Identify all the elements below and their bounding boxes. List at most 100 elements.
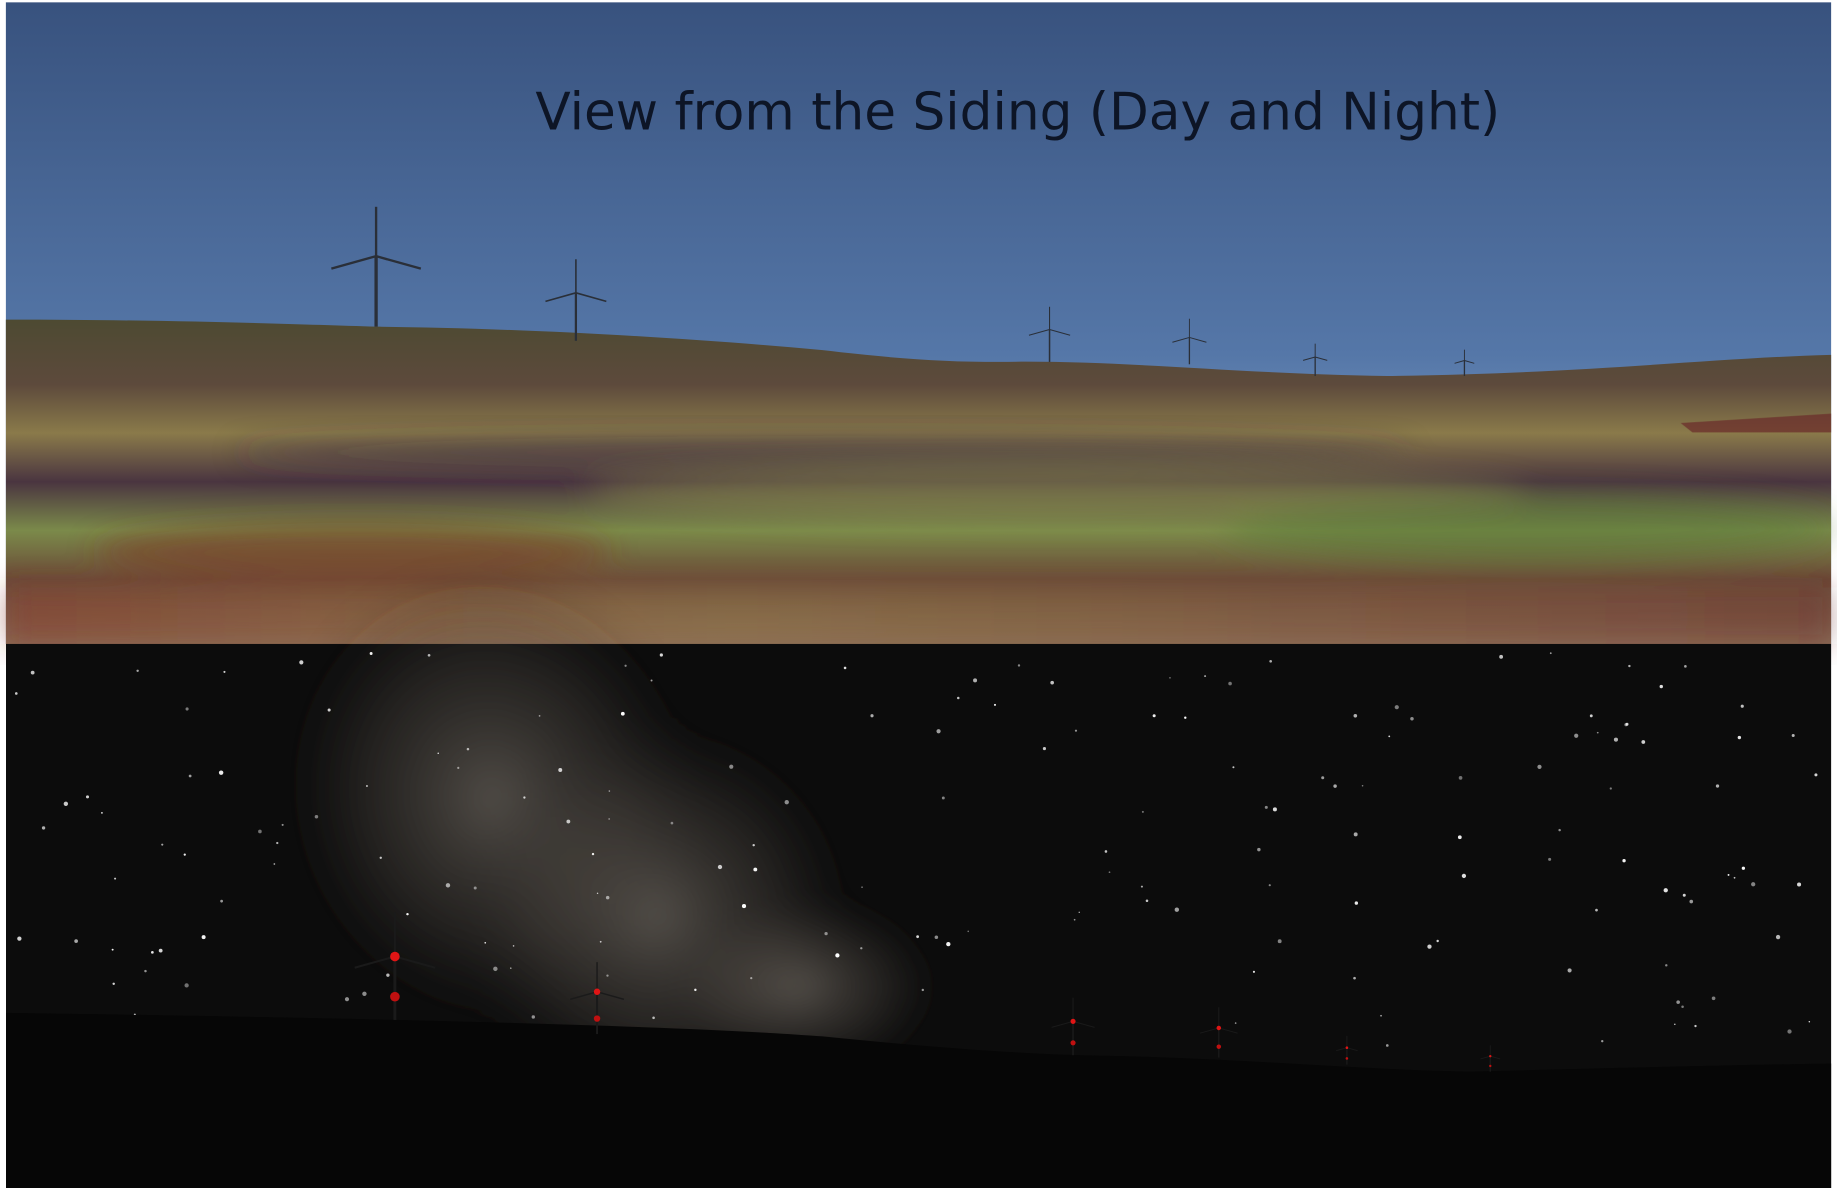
turbine: [1172, 318, 1207, 365]
blade: [1346, 1047, 1358, 1052]
star: [606, 974, 609, 977]
turbine: [354, 912, 436, 1020]
star: [1427, 944, 1432, 949]
blade: [1199, 1027, 1219, 1034]
turbine: [570, 962, 625, 1035]
star: [1775, 934, 1781, 940]
star: [379, 856, 382, 859]
star: [1436, 939, 1439, 943]
red-light: [390, 991, 400, 1002]
star: [1388, 735, 1391, 738]
star: [362, 991, 367, 996]
star: [566, 819, 571, 824]
star: [717, 864, 723, 870]
blade: [570, 991, 598, 1000]
star: [101, 812, 103, 814]
star: [258, 829, 262, 834]
red-light: [1070, 1040, 1076, 1046]
star: [1567, 968, 1572, 973]
blade: [354, 955, 396, 969]
star: [473, 886, 477, 890]
star: [1641, 740, 1646, 744]
star: [1787, 1029, 1792, 1034]
star: [1228, 681, 1232, 686]
blade: [575, 292, 607, 303]
star: [608, 790, 611, 792]
star: [650, 679, 653, 682]
star: [967, 930, 970, 933]
star: [1681, 1005, 1684, 1008]
star: [1353, 976, 1356, 980]
turbines: [331, 206, 1501, 1072]
star: [158, 948, 163, 953]
blade: [1028, 328, 1050, 336]
star: [824, 931, 828, 936]
star: [993, 703, 997, 706]
star: [605, 895, 610, 900]
star: [457, 766, 460, 770]
star: [484, 941, 487, 944]
blade: [1480, 1055, 1491, 1060]
star: [1394, 705, 1399, 710]
star: [184, 983, 189, 988]
star: [1321, 776, 1325, 780]
red-light: [1216, 1025, 1222, 1031]
blade: [1072, 1020, 1095, 1028]
blade: [1189, 337, 1207, 343]
star: [1145, 899, 1149, 903]
star: [1674, 1023, 1676, 1026]
star: [185, 707, 189, 711]
blade: [1454, 360, 1465, 364]
star: [114, 877, 117, 880]
star: [445, 883, 451, 888]
red-light: [593, 988, 601, 995]
star: [1659, 684, 1663, 689]
star: [299, 660, 304, 665]
star: [366, 785, 368, 787]
star: [1694, 1024, 1697, 1028]
star: [188, 774, 192, 778]
star: [41, 826, 46, 830]
star: [1104, 850, 1108, 853]
star: [1333, 784, 1337, 788]
star: [1574, 733, 1579, 738]
star: [273, 863, 276, 865]
star: [1727, 873, 1730, 876]
red-light: [1216, 1044, 1222, 1049]
star: [670, 821, 674, 825]
star: [1234, 1022, 1237, 1024]
star: [1457, 835, 1462, 840]
star: [1141, 810, 1144, 813]
star: [30, 670, 35, 675]
star: [1684, 665, 1687, 668]
star: [1354, 901, 1359, 905]
star: [1277, 939, 1282, 944]
star: [1458, 776, 1463, 780]
star: [161, 843, 164, 846]
star: [870, 714, 874, 718]
blade: [1490, 1055, 1501, 1060]
star: [220, 899, 223, 903]
blade: [1464, 360, 1475, 364]
star: [1558, 828, 1561, 832]
star: [136, 669, 139, 673]
star: [183, 853, 186, 856]
star: [281, 823, 284, 826]
star: [427, 653, 431, 657]
star: [144, 969, 147, 973]
red-light: [390, 951, 400, 962]
turbine: [1454, 349, 1475, 377]
star: [1078, 911, 1080, 914]
turbine: [1480, 1045, 1501, 1072]
star: [1152, 714, 1156, 718]
star: [1601, 1039, 1604, 1043]
star: [1252, 970, 1255, 973]
star: [510, 967, 512, 969]
star: [1410, 717, 1414, 721]
red-light: [1489, 1064, 1492, 1068]
star: [1204, 675, 1207, 678]
star: [624, 664, 627, 667]
star: [1609, 787, 1612, 790]
star: [752, 843, 755, 847]
star: [406, 912, 409, 916]
